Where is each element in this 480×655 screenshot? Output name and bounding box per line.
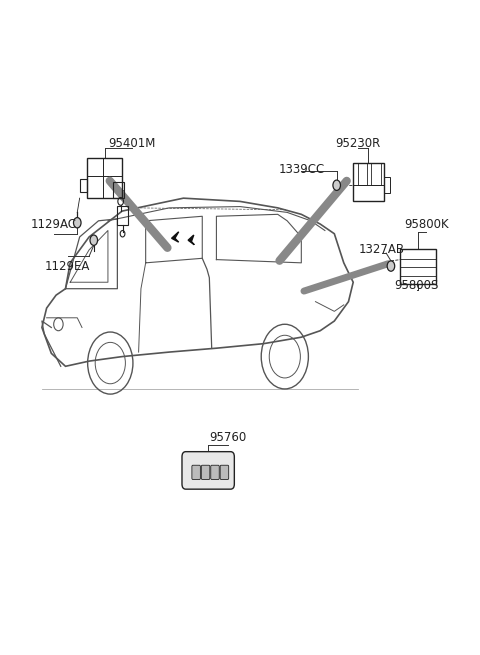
FancyBboxPatch shape xyxy=(220,465,228,479)
Text: 1129AC: 1129AC xyxy=(31,217,77,231)
Polygon shape xyxy=(188,235,194,245)
Bar xyxy=(358,162,367,185)
Circle shape xyxy=(333,180,340,191)
Text: 1327AB: 1327AB xyxy=(359,244,405,256)
Bar xyxy=(353,162,384,201)
Text: 1129EA: 1129EA xyxy=(45,259,91,272)
Bar xyxy=(80,179,87,192)
Text: 95401M: 95401M xyxy=(108,137,155,150)
Text: 95760: 95760 xyxy=(210,431,247,444)
FancyBboxPatch shape xyxy=(182,452,234,489)
Text: 1339CC: 1339CC xyxy=(278,162,324,176)
Bar xyxy=(87,158,122,198)
Bar xyxy=(113,182,124,198)
Bar xyxy=(371,162,381,185)
Text: 95230R: 95230R xyxy=(336,137,381,150)
Circle shape xyxy=(387,261,395,271)
Bar xyxy=(400,249,436,284)
FancyBboxPatch shape xyxy=(201,465,210,479)
Polygon shape xyxy=(172,232,179,242)
Text: 95800K: 95800K xyxy=(404,217,449,231)
Circle shape xyxy=(73,217,81,228)
FancyBboxPatch shape xyxy=(211,465,219,479)
Bar xyxy=(384,177,389,193)
Circle shape xyxy=(90,235,97,246)
Text: 95800S: 95800S xyxy=(395,279,439,292)
Bar xyxy=(118,206,128,225)
FancyBboxPatch shape xyxy=(192,465,200,479)
